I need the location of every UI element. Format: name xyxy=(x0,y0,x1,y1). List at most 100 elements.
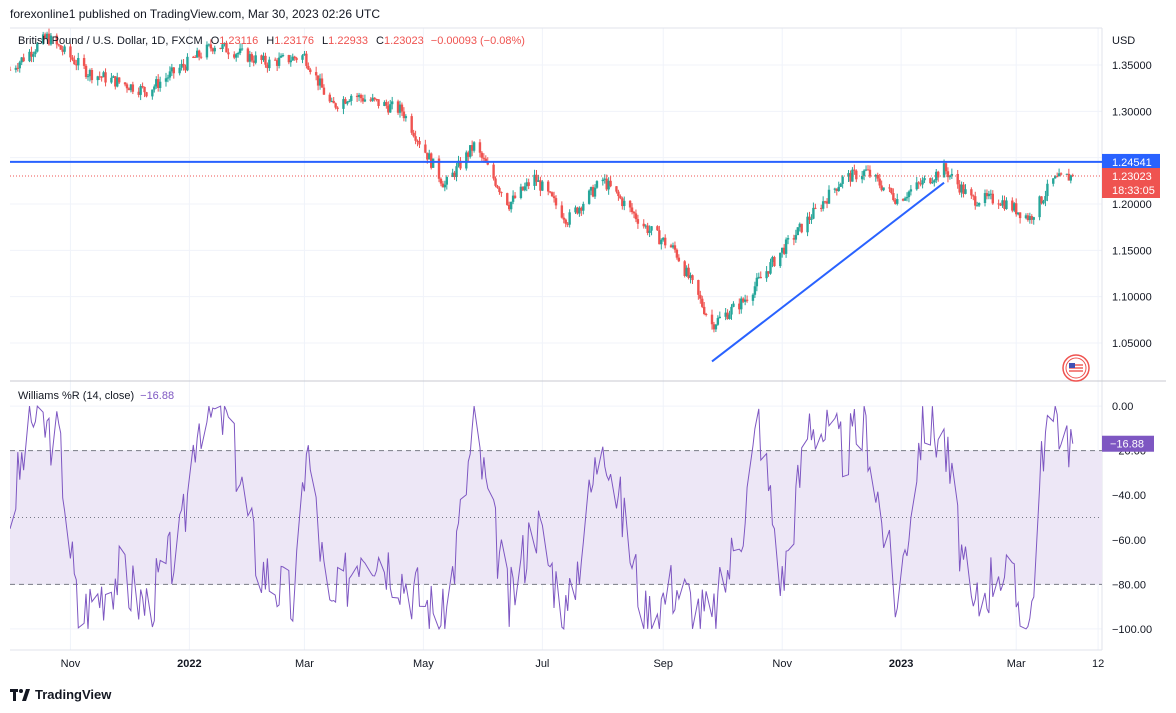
drawings-layer[interactable] xyxy=(10,160,1102,363)
candle-body xyxy=(426,152,429,160)
candle-body xyxy=(812,207,815,219)
candle-body xyxy=(357,94,361,98)
candle-body xyxy=(437,158,441,179)
candle-body xyxy=(455,166,458,177)
candle-body xyxy=(796,227,799,236)
candle-body xyxy=(143,86,146,93)
candle-body xyxy=(98,76,101,78)
candle-body xyxy=(235,54,238,58)
candle-body xyxy=(935,171,938,181)
candle-body xyxy=(250,54,253,61)
candle-body xyxy=(225,42,228,53)
candle-body xyxy=(609,180,612,187)
candle-body xyxy=(457,160,460,167)
candle-body xyxy=(428,153,431,160)
candle-body xyxy=(658,230,661,245)
candle-body xyxy=(933,180,936,183)
candle-body xyxy=(84,65,88,77)
price-tick-label: 1.30000 xyxy=(1112,106,1152,118)
candle-body xyxy=(277,57,281,66)
tradingview-brand[interactable]: TradingView xyxy=(10,687,111,702)
candle-body xyxy=(371,97,374,101)
candle-body xyxy=(375,99,378,101)
williams-axis[interactable]: 0.00−20.00−40.00−60.00−80.00−100.00−16.8… xyxy=(1102,401,1154,636)
time-tick-label: 12 xyxy=(1092,658,1104,670)
candle-body xyxy=(755,277,759,287)
candle-body xyxy=(180,63,183,68)
rising-trendline xyxy=(711,181,945,363)
candle-body xyxy=(418,140,421,145)
williams-line xyxy=(10,404,1074,631)
candle-body xyxy=(472,142,476,151)
indicator-legend[interactable]: Williams %R (14, close) −16.88 xyxy=(18,390,174,402)
candle-body xyxy=(630,207,634,213)
candle-body xyxy=(439,178,443,184)
candle-body xyxy=(779,252,782,267)
candle-body xyxy=(825,201,829,204)
candle-body xyxy=(1065,173,1069,175)
candle-body xyxy=(964,189,967,194)
candle-body xyxy=(977,202,981,206)
candle-body xyxy=(496,185,499,188)
candle-body xyxy=(786,238,790,240)
candle-body xyxy=(987,193,991,197)
candle-body xyxy=(740,298,743,310)
candle-body xyxy=(976,205,979,207)
candle-body xyxy=(687,267,690,278)
candle-body xyxy=(521,186,525,191)
candle-body xyxy=(917,182,920,184)
candle-body xyxy=(100,76,103,78)
williams-line-series xyxy=(10,404,1074,631)
candle-body xyxy=(1059,173,1063,175)
candle-body xyxy=(765,271,768,279)
candle-body xyxy=(972,195,975,197)
candle-body xyxy=(792,238,796,240)
candle-body xyxy=(595,181,599,188)
candle-body xyxy=(603,178,606,180)
indicator-value: −16.88 xyxy=(140,390,175,402)
candle-body xyxy=(30,51,33,57)
candle-body xyxy=(1046,183,1049,197)
candle-body xyxy=(866,169,870,171)
candle-body xyxy=(956,173,959,185)
candle-body xyxy=(431,158,435,168)
candle-body xyxy=(430,153,433,168)
candle-body xyxy=(236,53,240,55)
candle-body xyxy=(743,299,747,302)
candle-body xyxy=(1054,176,1057,179)
candle-body xyxy=(1015,203,1018,215)
candle-body xyxy=(798,223,801,228)
open-label: O xyxy=(210,35,220,47)
candle-body xyxy=(75,64,78,66)
candle-body xyxy=(853,169,856,171)
candle-body xyxy=(73,59,76,65)
candle-body xyxy=(307,65,310,70)
last-price-label: 1.23023 xyxy=(1112,171,1152,183)
candle-body xyxy=(1024,215,1028,219)
candle-body xyxy=(205,44,209,58)
candle-body xyxy=(539,180,542,191)
candle-body xyxy=(404,116,408,119)
time-tick-label: May xyxy=(413,658,434,670)
candle-body xyxy=(552,196,556,199)
candle-body xyxy=(745,299,749,301)
us-flag-icon[interactable] xyxy=(1062,354,1090,382)
candle-body xyxy=(535,174,538,182)
time-axis[interactable]: Nov 2022 Mar May Jul Sep Nov 2023 Mar 12 xyxy=(61,658,1105,670)
candle-body xyxy=(716,318,720,325)
candle-body xyxy=(919,183,922,185)
williams-value-tag xyxy=(1102,435,1154,452)
candle-body xyxy=(57,44,60,46)
candle-body xyxy=(675,249,679,258)
candle-body xyxy=(211,48,214,52)
williams-tick-label: −40.00 xyxy=(1112,490,1146,502)
candle-body xyxy=(20,57,23,63)
candle-body xyxy=(701,298,704,307)
candle-body xyxy=(771,257,774,263)
candle-body xyxy=(591,187,595,197)
price-axis[interactable]: 1.350001.300001.250001.200001.150001.100… xyxy=(1102,60,1160,350)
candle-body xyxy=(841,176,844,184)
candle-body xyxy=(712,324,716,330)
symbol-legend[interactable]: British Pound / U.S. Dollar, 1D, FXCM O1… xyxy=(18,35,525,47)
